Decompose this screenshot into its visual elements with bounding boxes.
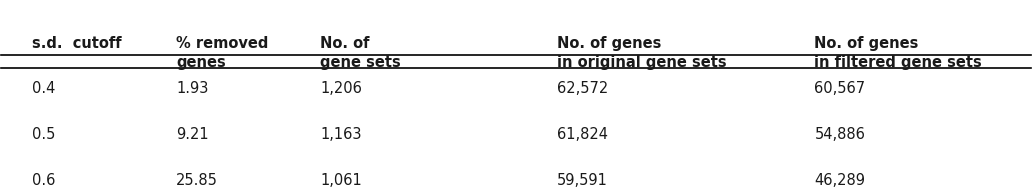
Text: 25.85: 25.85 xyxy=(176,173,218,188)
Text: 0.6: 0.6 xyxy=(32,173,56,188)
Text: 46,289: 46,289 xyxy=(814,173,866,188)
Text: 54,886: 54,886 xyxy=(814,127,866,142)
Text: 1,061: 1,061 xyxy=(321,173,362,188)
Text: 1,163: 1,163 xyxy=(321,127,362,142)
Text: 1,206: 1,206 xyxy=(321,81,362,96)
Text: 1.93: 1.93 xyxy=(176,81,208,96)
Text: % removed
genes: % removed genes xyxy=(176,36,268,70)
Text: 62,572: 62,572 xyxy=(557,81,609,96)
Text: 61,824: 61,824 xyxy=(557,127,608,142)
Text: No. of genes
in original gene sets: No. of genes in original gene sets xyxy=(557,36,727,70)
Text: No. of
gene sets: No. of gene sets xyxy=(321,36,401,70)
Text: 60,567: 60,567 xyxy=(814,81,866,96)
Text: 0.4: 0.4 xyxy=(32,81,56,96)
Text: 59,591: 59,591 xyxy=(557,173,608,188)
Text: s.d.  cutoff: s.d. cutoff xyxy=(32,36,122,51)
Text: 9.21: 9.21 xyxy=(176,127,209,142)
Text: No. of genes
in filtered gene sets: No. of genes in filtered gene sets xyxy=(814,36,982,70)
Text: 0.5: 0.5 xyxy=(32,127,56,142)
